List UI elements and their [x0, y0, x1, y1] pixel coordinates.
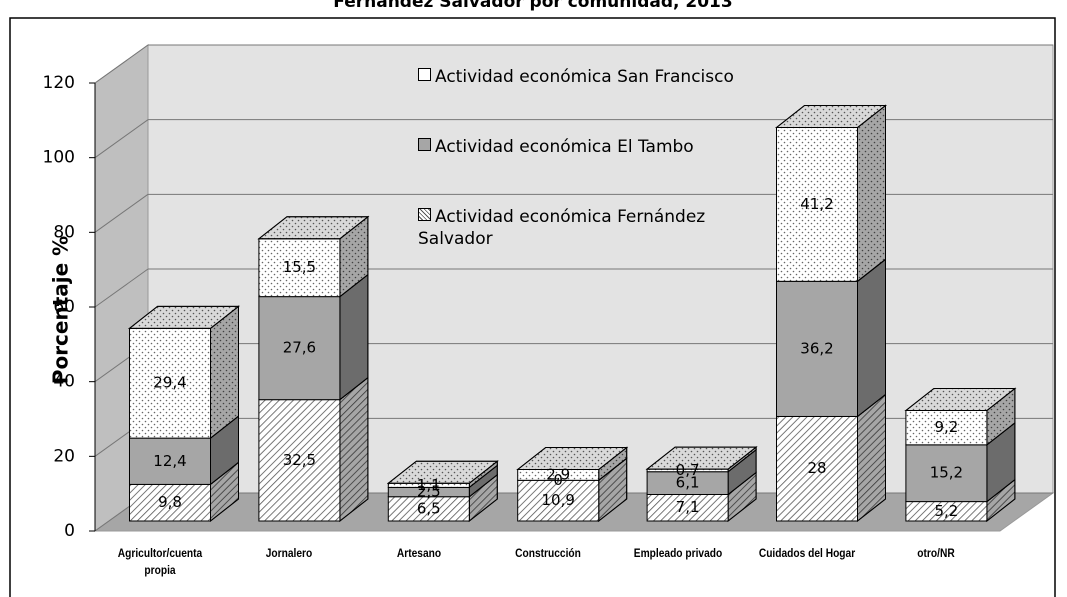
legend-swatch [418, 138, 431, 151]
value-label: 32,5 [283, 451, 316, 469]
legend-item: Actividad económica El Tambo [418, 136, 748, 158]
chart-title: Fernández Salvador por comunidad, 2013 [333, 0, 732, 12]
legend-label: Actividad económica El Tambo [435, 137, 694, 157]
bar [258, 296, 341, 401]
value-label: 6,5 [417, 499, 441, 517]
y-tick-label: 80 [53, 222, 75, 242]
bar-side-shade [857, 104, 886, 283]
value-label: 2,5 [417, 483, 441, 501]
bar [387, 496, 470, 522]
value-label: 2,9 [546, 465, 570, 483]
value-label: 28 [807, 459, 826, 477]
bar-top-shade [128, 305, 240, 329]
bar-top-shade [386, 460, 499, 484]
x-tick-label: Cuidados del Hogar [758, 546, 856, 560]
value-label: 0,7 [676, 461, 700, 479]
y-tick-label: 60 [53, 297, 75, 317]
bar [129, 483, 211, 522]
legend-swatch [418, 208, 431, 221]
x-tick-label: Agricultor/cuenta propia [117, 546, 203, 577]
bar [776, 127, 858, 282]
legend-item: Actividad económica San Francisco [418, 66, 748, 88]
value-label: 36,2 [800, 339, 833, 357]
bar [776, 415, 858, 522]
x-tick-label: Jornalero [266, 546, 313, 560]
bar [258, 399, 341, 522]
value-label: 6,1 [676, 474, 700, 492]
bar-top-shade [645, 446, 758, 470]
value-label: 15,2 [930, 464, 963, 482]
bar-side-shade [210, 305, 239, 440]
chart-frame [9, 17, 1056, 597]
x-tick-label: Empleado privado [633, 546, 722, 560]
x-tick-label: otro/NR [917, 546, 956, 560]
bar [258, 238, 341, 298]
bar [129, 327, 211, 439]
y-tick-label: 100 [43, 148, 75, 168]
bar-side-shade [339, 376, 369, 523]
grid-line [94, 44, 149, 84]
bar [129, 437, 211, 485]
value-label: 1,1 [417, 476, 441, 494]
bar [905, 409, 988, 446]
bar [905, 444, 988, 503]
bar-top-shade [775, 105, 887, 129]
y-tick-label: 40 [53, 372, 75, 392]
x-tick-label: Construcción [515, 546, 582, 560]
y-tick-label: 0 [64, 521, 75, 541]
value-label: 12,4 [153, 452, 186, 470]
x-tick-label: Artesano [396, 546, 441, 560]
y-axis-label: Porcentaje % [49, 236, 73, 384]
value-label: 7,1 [676, 498, 700, 516]
legend-swatch [418, 68, 431, 81]
legend-item: Actividad económica Fernández Salvador [418, 206, 748, 250]
bar [517, 479, 600, 522]
value-label: 27,6 [283, 339, 316, 357]
grid-line [94, 193, 149, 233]
value-label: 9,2 [934, 418, 958, 436]
value-label: 5,2 [934, 502, 958, 520]
value-label: 9,8 [158, 493, 182, 511]
value-label: 15,5 [283, 258, 316, 276]
bar-top-shade [516, 446, 629, 470]
y-tick-label: 120 [43, 73, 75, 93]
value-label: 29,4 [153, 374, 186, 392]
legend-label: Actividad económica San Francisco [435, 67, 734, 87]
value-label: 0 [553, 471, 563, 489]
value-label: 10,9 [541, 491, 574, 509]
bar-side-shade [857, 258, 886, 418]
value-label: 41,2 [800, 195, 833, 213]
grid-line [94, 268, 149, 308]
bar-top-shade [257, 216, 370, 240]
bar [776, 280, 858, 417]
y-tick-label: 20 [53, 446, 75, 466]
bar-top-shade [904, 387, 1017, 411]
legend-label: Actividad económica Fernández Salvador [418, 207, 706, 249]
grid-line [94, 119, 149, 159]
